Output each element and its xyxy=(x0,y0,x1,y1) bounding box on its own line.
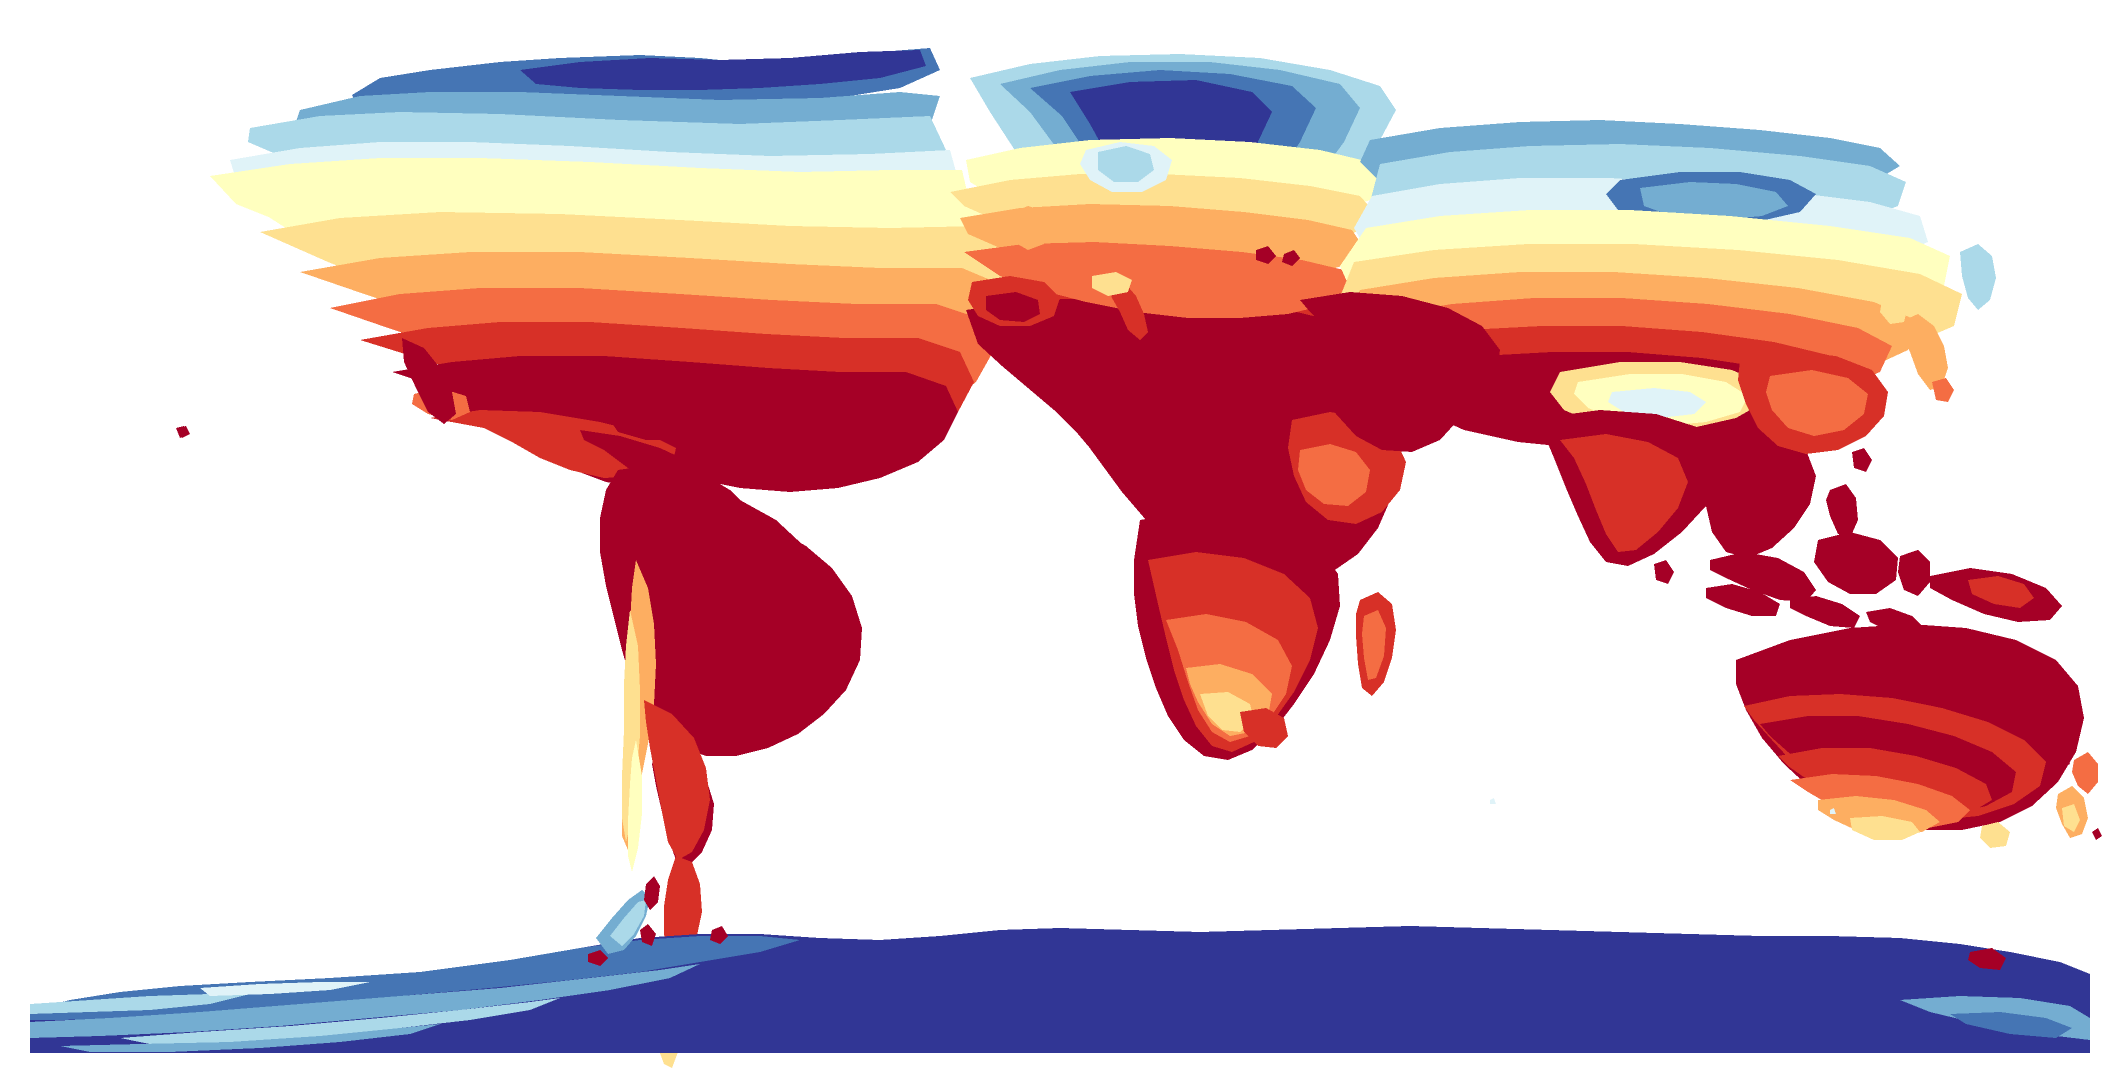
region-asia xyxy=(1300,120,2062,638)
region-south-america xyxy=(600,464,862,1068)
region-europe xyxy=(950,138,1386,340)
region-antarctica xyxy=(30,876,2090,1053)
region-north-america xyxy=(176,48,1396,506)
region-islands xyxy=(178,426,2102,840)
region-australia xyxy=(1736,624,2098,848)
